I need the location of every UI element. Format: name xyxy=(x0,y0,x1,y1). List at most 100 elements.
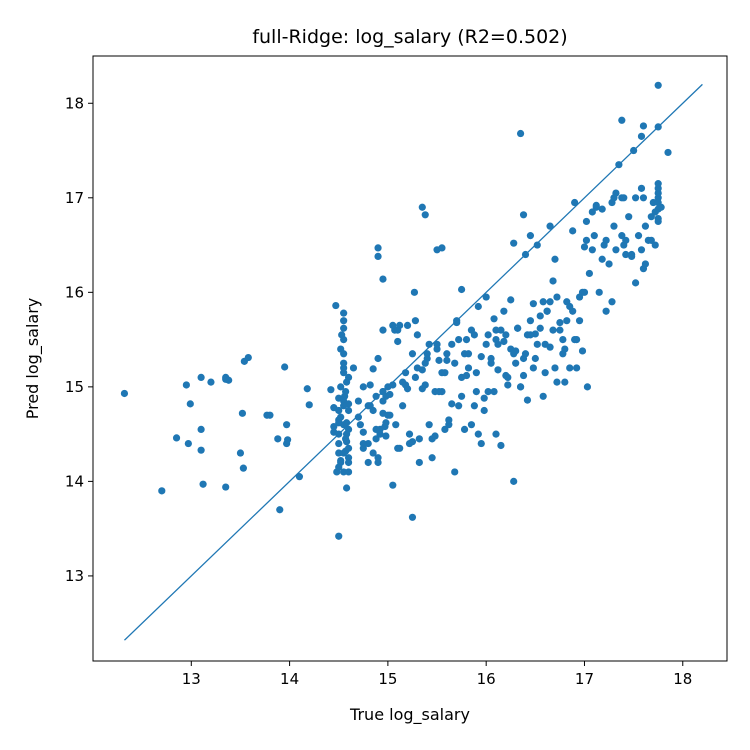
data-point xyxy=(405,430,414,438)
data-point xyxy=(480,406,488,415)
data-point xyxy=(238,409,247,417)
data-point xyxy=(343,484,351,492)
data-point xyxy=(462,335,471,344)
data-point xyxy=(340,317,348,325)
data-point xyxy=(566,302,574,311)
data-point xyxy=(575,317,584,325)
data-point xyxy=(526,317,535,325)
data-point xyxy=(283,421,291,429)
data-point xyxy=(519,371,528,380)
data-point xyxy=(411,317,420,325)
data-point xyxy=(384,411,392,419)
data-point xyxy=(335,406,343,415)
data-point xyxy=(618,232,626,240)
data-point xyxy=(637,184,646,192)
data-point xyxy=(418,385,426,393)
data-point xyxy=(551,255,559,263)
data-point xyxy=(588,246,596,254)
data-point xyxy=(441,425,449,433)
data-point xyxy=(605,260,613,268)
data-point xyxy=(566,364,574,372)
data-point xyxy=(467,421,476,429)
data-point xyxy=(472,369,480,377)
data-point xyxy=(344,468,353,476)
x-tick-label: 18 xyxy=(673,670,692,688)
data-point xyxy=(340,449,348,457)
data-point xyxy=(425,421,433,429)
data-point xyxy=(349,364,358,372)
x-tick-label: 16 xyxy=(477,670,496,688)
data-point xyxy=(602,307,610,315)
data-point xyxy=(372,392,380,400)
data-point xyxy=(583,383,592,391)
data-point xyxy=(462,371,471,380)
data-point xyxy=(553,293,561,301)
data-point xyxy=(602,236,610,244)
data-point xyxy=(582,236,591,244)
data-point xyxy=(344,458,353,467)
data-point xyxy=(563,317,571,325)
data-point xyxy=(443,356,451,364)
data-point xyxy=(531,354,539,363)
data-point xyxy=(239,464,247,472)
data-point xyxy=(342,387,350,396)
data-point xyxy=(421,359,429,367)
data-point xyxy=(403,385,412,393)
data-point xyxy=(546,222,554,230)
data-point xyxy=(421,211,429,219)
y-tick-label: 15 xyxy=(65,378,84,396)
data-point xyxy=(344,425,353,433)
data-point xyxy=(448,340,456,348)
data-point xyxy=(492,335,500,344)
data-point xyxy=(386,390,394,399)
data-point xyxy=(379,275,387,283)
data-point xyxy=(618,116,626,124)
data-point xyxy=(410,288,419,296)
data-point xyxy=(497,441,505,450)
data-point xyxy=(408,350,417,358)
data-point xyxy=(516,383,525,391)
data-point xyxy=(497,326,505,334)
data-point xyxy=(344,406,353,415)
data-point xyxy=(374,244,382,252)
data-point xyxy=(523,331,532,339)
data-point xyxy=(472,387,480,396)
data-point xyxy=(477,439,485,448)
y-tick-label: 13 xyxy=(65,567,84,585)
data-point xyxy=(580,243,589,251)
y-axis-ticks: 13 14 15 16 17 18 xyxy=(65,94,93,585)
data-point xyxy=(236,449,245,457)
data-point xyxy=(595,288,603,296)
data-point xyxy=(639,122,648,130)
data-point xyxy=(451,359,459,367)
data-point xyxy=(197,425,205,433)
data-point xyxy=(480,394,488,402)
data-point xyxy=(610,194,618,202)
data-point xyxy=(438,244,446,252)
data-point xyxy=(389,321,397,330)
x-axis-ticks: 13 14 15 16 17 18 xyxy=(182,661,692,688)
x-axis-label: True log_salary xyxy=(349,705,470,725)
data-point xyxy=(366,381,374,389)
data-point xyxy=(396,444,404,452)
data-point xyxy=(382,432,390,440)
data-point xyxy=(634,232,643,240)
data-point xyxy=(443,350,451,358)
x-tick-label: 15 xyxy=(378,670,397,688)
data-point xyxy=(337,383,345,391)
data-point xyxy=(340,369,348,377)
data-point xyxy=(647,236,655,244)
data-point xyxy=(641,222,650,230)
data-point xyxy=(533,241,541,249)
data-point xyxy=(543,307,551,315)
data-point xyxy=(359,383,367,391)
data-point xyxy=(539,298,547,306)
data-point xyxy=(523,396,532,404)
data-point xyxy=(502,331,510,339)
data-point xyxy=(654,214,662,223)
data-point xyxy=(225,376,233,384)
data-point xyxy=(281,363,289,371)
data-point xyxy=(569,227,577,235)
data-point xyxy=(559,335,567,344)
